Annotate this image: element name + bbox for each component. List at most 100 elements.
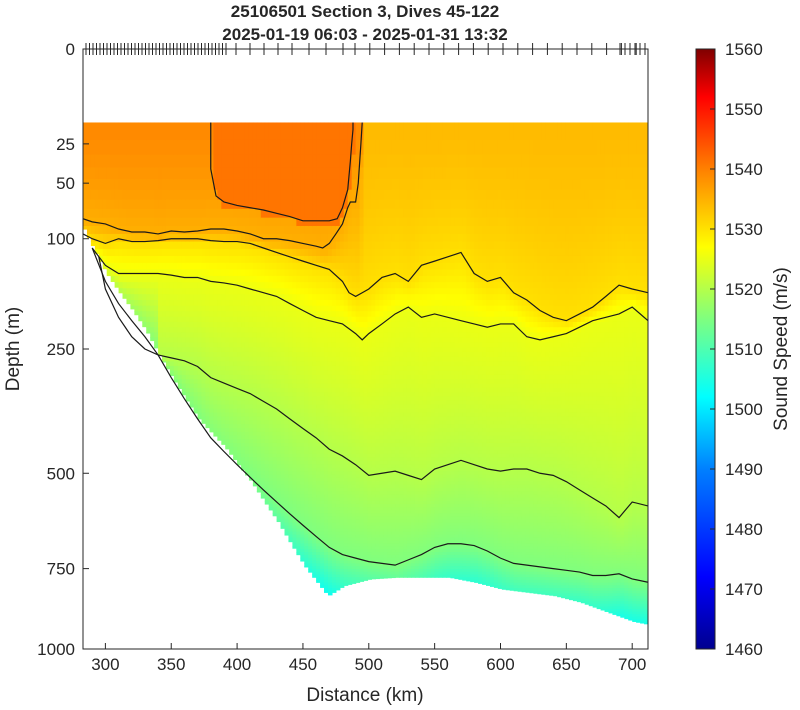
field-cell	[237, 370, 242, 376]
field-cell	[233, 420, 238, 425]
field-cell	[355, 300, 361, 307]
field-cell	[252, 392, 258, 397]
field-cell	[343, 392, 349, 397]
field-cell	[233, 189, 238, 201]
field-cell	[260, 428, 266, 433]
field-cell	[272, 379, 278, 385]
field-cell	[300, 327, 305, 333]
field-cell	[312, 275, 317, 283]
field-cell	[225, 446, 230, 450]
field-cell	[264, 154, 270, 169]
field-cell	[379, 139, 384, 156]
field-cell	[343, 477, 349, 482]
field-cell	[320, 332, 325, 338]
field-cell	[205, 374, 211, 380]
field-cell	[122, 294, 128, 299]
field-cell	[335, 361, 341, 367]
field-cell	[320, 513, 325, 518]
field-cell	[308, 477, 313, 482]
field-cell	[331, 365, 337, 372]
field-cell	[347, 467, 353, 472]
field-cell	[399, 563, 404, 567]
field-cell	[158, 316, 163, 323]
field-cell	[260, 189, 266, 201]
field-cell	[244, 179, 250, 191]
field-cell	[126, 122, 132, 141]
field-cell	[292, 491, 297, 495]
field-cell	[280, 500, 286, 505]
field-cell	[387, 208, 392, 219]
field-cell	[181, 179, 187, 191]
field-cell	[312, 543, 317, 547]
field-cell	[300, 431, 305, 437]
field-cell	[217, 208, 222, 219]
field-cell	[379, 549, 384, 553]
field-cell	[296, 311, 301, 318]
field-cell	[316, 370, 321, 376]
field-cell	[304, 179, 309, 191]
field-cell	[403, 337, 408, 343]
field-cell	[162, 332, 167, 338]
field-cell	[339, 516, 345, 521]
field-cell	[379, 453, 384, 458]
field-cell	[335, 528, 341, 533]
field-cell	[248, 356, 254, 362]
field-cell	[193, 217, 199, 227]
field-cell	[343, 552, 349, 556]
field-cell	[395, 435, 400, 440]
field-cell	[201, 269, 207, 277]
field-cell	[327, 416, 333, 421]
field-cell	[241, 225, 246, 235]
field-cell	[391, 327, 396, 333]
field-cell	[339, 585, 345, 588]
field-cell	[296, 537, 301, 542]
field-cell	[391, 543, 396, 547]
field-cell	[292, 404, 297, 410]
field-cell	[276, 484, 282, 489]
field-cell	[304, 337, 309, 343]
field-cell	[114, 241, 120, 250]
field-cell	[197, 416, 203, 420]
field-cell	[399, 316, 404, 323]
field-cell	[185, 337, 191, 343]
field-cell	[320, 563, 325, 567]
field-cell	[371, 167, 376, 180]
field-cell	[391, 560, 396, 564]
field-cell	[383, 189, 388, 201]
field-cell	[193, 288, 199, 295]
field-cell	[292, 383, 297, 389]
field-cell	[221, 262, 226, 271]
field-cell	[363, 387, 369, 393]
field-cell	[375, 531, 380, 536]
field-cell	[387, 574, 392, 578]
field-cell	[375, 154, 380, 169]
field-cell	[181, 337, 187, 343]
field-cell	[395, 374, 400, 380]
field-cell	[193, 139, 199, 156]
field-cell	[213, 431, 218, 437]
chart-title: 25106501 Section 3, Dives 45-122	[231, 2, 499, 21]
field-cell	[403, 208, 408, 219]
field-cell	[201, 316, 207, 323]
field-cell	[237, 464, 242, 466]
field-cell	[225, 217, 230, 227]
field-cell	[272, 477, 278, 482]
field-cell	[292, 122, 297, 141]
field-cell	[292, 217, 297, 227]
field-cell	[312, 420, 317, 425]
field-cell	[165, 282, 171, 289]
field-cell	[363, 311, 369, 318]
field-cell	[387, 392, 392, 397]
field-cell	[221, 370, 226, 376]
field-cell	[292, 342, 297, 348]
field-cell	[359, 460, 365, 465]
field-cell	[181, 241, 187, 250]
field-cell	[248, 387, 254, 393]
field-cell	[304, 484, 309, 489]
field-cell	[335, 467, 341, 472]
field-cell	[197, 269, 203, 277]
field-cell	[391, 122, 396, 141]
field-cell	[173, 262, 179, 271]
field-cell	[331, 420, 337, 425]
field-cell	[371, 460, 376, 465]
